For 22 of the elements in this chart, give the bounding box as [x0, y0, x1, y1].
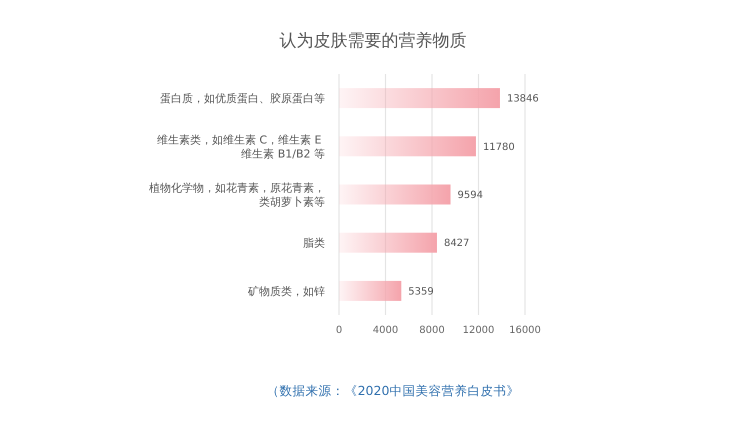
bar [339, 88, 500, 108]
text: （数据来源：《2020中国美容营养白皮书》 [266, 383, 520, 398]
data-label: 5359 [408, 286, 434, 298]
chart-title: 认为皮肤需要的营养物质 [280, 31, 466, 51]
bar [339, 232, 437, 253]
data-label: 9594 [458, 190, 483, 201]
y-tick-label: 维生素类，如维生素 C，维生素 E 维生素 B1/B2 等 [156, 133, 325, 160]
bar [339, 280, 402, 301]
bar [339, 184, 451, 204]
x-tick-label: 4000 [372, 325, 398, 336]
data-label: 8427 [444, 238, 470, 250]
y-tick-label: 蛋白质，如优质蛋白、胶原蛋白等 [160, 92, 325, 106]
bar [339, 136, 476, 156]
x-tick-label: 16000 [509, 325, 541, 336]
data-label: 11780 [482, 142, 515, 153]
x-tick-label: 0 [336, 325, 342, 336]
x-tick-label: 8000 [419, 325, 445, 336]
y-tick-label: 植物化学物，如花青素，原花青素，类胡萝卜素等 [149, 182, 325, 208]
data-label: 13846 [506, 94, 539, 105]
y-tick-label: 矿物质类，如锌 [247, 284, 325, 298]
x-tick-label: 12000 [462, 325, 494, 336]
y-tick-label: 脂类 [303, 236, 325, 250]
